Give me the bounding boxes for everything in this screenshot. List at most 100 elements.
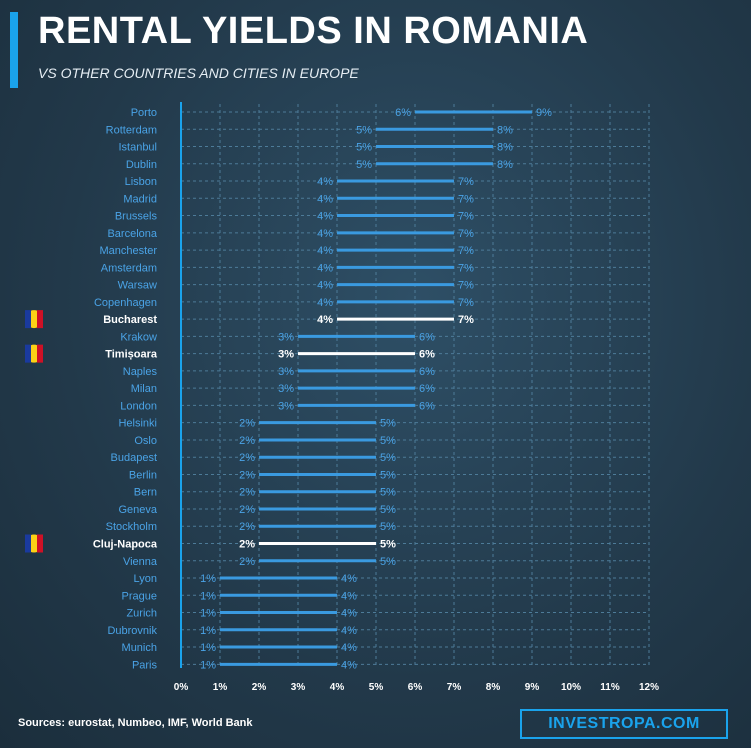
max-value-label: 7% xyxy=(458,262,474,274)
min-value-label: 5% xyxy=(356,142,372,154)
city-label: Dublin xyxy=(126,159,157,171)
max-value-label: 5% xyxy=(380,435,396,447)
min-value-label: 2% xyxy=(239,504,255,516)
max-value-label: 5% xyxy=(380,452,396,464)
sources-note: Sources: eurostat, Numbeo, IMF, World Ba… xyxy=(18,717,253,729)
max-value-label: 6% xyxy=(419,383,435,395)
city-label: Porto xyxy=(131,107,157,119)
x-tick-label: 7% xyxy=(447,682,462,693)
min-value-label: 2% xyxy=(239,556,255,568)
city-label: Lisbon xyxy=(125,176,157,188)
max-value-label: 7% xyxy=(458,280,474,292)
max-value-label: 4% xyxy=(341,590,357,602)
romania-flag-red xyxy=(37,344,43,363)
min-value-label: 3% xyxy=(278,400,294,412)
x-tick-label: 1% xyxy=(213,682,228,693)
max-value-label: 7% xyxy=(458,176,474,188)
city-label: Manchester xyxy=(100,245,158,257)
min-value-label: 4% xyxy=(317,314,333,326)
brand-button[interactable]: INVESTROPA.COM xyxy=(520,709,728,739)
city-label: Rotterdam xyxy=(106,124,157,136)
romania-flag-blue xyxy=(25,534,31,553)
city-label: Naples xyxy=(123,366,158,378)
min-value-label: 4% xyxy=(317,228,333,240)
max-value-label: 5% xyxy=(380,487,396,499)
x-tick-label: 2% xyxy=(252,682,267,693)
city-label: London xyxy=(120,400,157,412)
chart-title: RENTAL YIELDS IN ROMANIA xyxy=(38,10,589,52)
min-value-label: 6% xyxy=(395,107,411,119)
city-label: Istanbul xyxy=(118,142,157,154)
city-label: Timișoara xyxy=(105,349,158,361)
city-label: Warsaw xyxy=(118,280,157,292)
min-value-label: 2% xyxy=(239,487,255,499)
min-value-label: 5% xyxy=(356,159,372,171)
min-value-label: 1% xyxy=(200,642,216,654)
max-value-label: 7% xyxy=(458,314,474,326)
max-value-label: 6% xyxy=(419,366,435,378)
city-label: Budapest xyxy=(111,452,157,464)
city-label: Helsinki xyxy=(118,418,157,430)
city-label: Munich xyxy=(122,642,157,654)
max-value-label: 8% xyxy=(497,159,513,171)
city-label: Brussels xyxy=(115,211,158,223)
city-label: Barcelona xyxy=(107,228,157,240)
min-value-label: 1% xyxy=(200,608,216,620)
x-tick-label: 6% xyxy=(408,682,423,693)
city-label: Paris xyxy=(132,659,158,671)
range-chart: 0% 1% 2% 3% 4% 5% 6% 7% 8% 9% 10% 11% 12% Porto 6% 9% Ro… xyxy=(25,102,659,693)
city-label: Krakow xyxy=(120,331,157,343)
max-value-label: 7% xyxy=(458,211,474,223)
max-value-label: 9% xyxy=(536,107,552,119)
city-label: Copenhagen xyxy=(94,297,157,309)
max-value-label: 6% xyxy=(419,400,435,412)
min-value-label: 3% xyxy=(278,349,294,361)
city-label: Bern xyxy=(134,487,157,499)
city-label: Oslo xyxy=(134,435,157,447)
min-value-label: 1% xyxy=(200,625,216,637)
city-label: Amsterdam xyxy=(101,262,157,274)
max-value-label: 4% xyxy=(341,659,357,671)
title-accent-bar xyxy=(10,12,18,88)
city-label: Geneva xyxy=(118,504,157,516)
x-tick-label: 12% xyxy=(639,682,659,693)
max-value-label: 5% xyxy=(380,539,396,551)
min-value-label: 1% xyxy=(200,573,216,585)
max-value-label: 6% xyxy=(419,331,435,343)
min-value-label: 2% xyxy=(239,452,255,464)
min-value-label: 4% xyxy=(317,193,333,205)
x-tick-label: 11% xyxy=(600,682,620,693)
city-label: Vienna xyxy=(123,556,158,568)
min-value-label: 2% xyxy=(239,418,255,430)
min-value-label: 4% xyxy=(317,297,333,309)
max-value-label: 5% xyxy=(380,521,396,533)
min-value-label: 5% xyxy=(356,124,372,136)
max-value-label: 5% xyxy=(380,418,396,430)
max-value-label: 5% xyxy=(380,556,396,568)
city-label: Berlin xyxy=(129,469,157,481)
city-label: Madrid xyxy=(123,193,157,205)
romania-flag-red xyxy=(37,310,43,329)
max-value-label: 4% xyxy=(341,573,357,585)
max-value-label: 7% xyxy=(458,193,474,205)
max-value-label: 8% xyxy=(497,124,513,136)
city-label: Lyon xyxy=(134,573,157,585)
min-value-label: 1% xyxy=(200,590,216,602)
min-value-label: 3% xyxy=(278,331,294,343)
city-label: Dubrovnik xyxy=(107,625,157,637)
min-value-label: 2% xyxy=(239,521,255,533)
city-label: Stockholm xyxy=(106,521,157,533)
x-tick-label: 0% xyxy=(174,682,189,693)
max-value-label: 5% xyxy=(380,469,396,481)
city-label: Bucharest xyxy=(103,314,157,326)
romania-flag-blue xyxy=(25,310,31,329)
min-value-label: 3% xyxy=(278,383,294,395)
min-value-label: 1% xyxy=(200,659,216,671)
x-tick-label: 10% xyxy=(561,682,581,693)
min-value-label: 4% xyxy=(317,280,333,292)
min-value-label: 2% xyxy=(239,435,255,447)
max-value-label: 7% xyxy=(458,297,474,309)
max-value-label: 7% xyxy=(458,228,474,240)
x-tick-label: 3% xyxy=(291,682,306,693)
max-value-label: 4% xyxy=(341,625,357,637)
